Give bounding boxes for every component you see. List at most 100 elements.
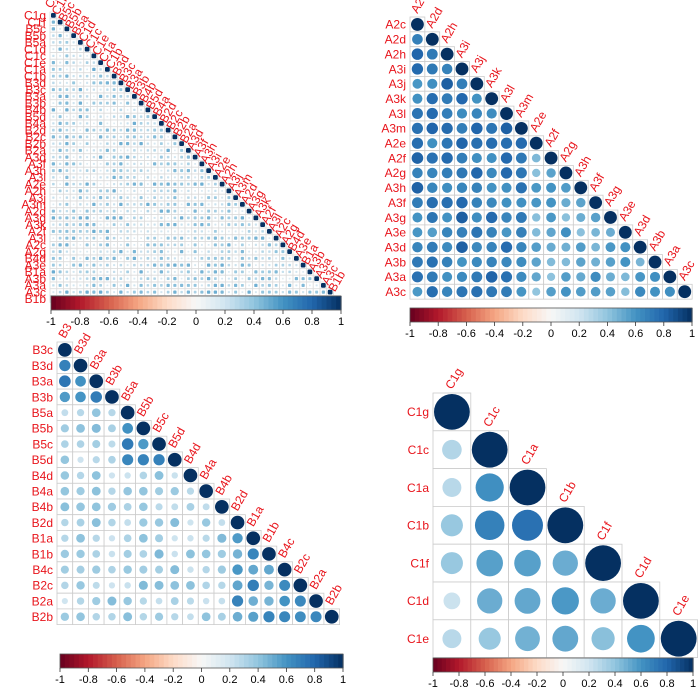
correlation-glyph [133, 209, 136, 213]
row-label: B2a [32, 594, 54, 608]
correlation-glyph [139, 257, 143, 260]
row-label: B4a [32, 484, 54, 498]
row-label: A3m [381, 122, 406, 136]
colorbar-segment [513, 308, 519, 322]
correlation-glyph [146, 122, 150, 125]
correlation-glyph [309, 284, 311, 287]
colorbar-segment [475, 308, 482, 322]
colorbar-segment [267, 654, 273, 668]
correlation-glyph [173, 257, 176, 260]
correlation-glyph [65, 243, 69, 247]
correlation-glyph [200, 230, 204, 233]
correlation-glyph [202, 534, 210, 542]
colorbar-segment [433, 658, 438, 672]
correlation-glyph [288, 290, 292, 294]
correlation-glyph [282, 277, 284, 280]
colorbar-segment [328, 654, 335, 668]
correlation-glyph [215, 500, 229, 514]
correlation-glyph [139, 135, 143, 139]
correlation-glyph [173, 290, 177, 294]
row-label: B4c [32, 563, 53, 577]
colorbar-segment [187, 654, 193, 668]
colorbar-tick-label: 1 [340, 674, 346, 686]
correlation-glyph [267, 229, 272, 234]
column-label: A3i [452, 38, 473, 60]
correlation-glyph [154, 549, 164, 559]
correlation-glyph [58, 216, 62, 220]
correlation-glyph [119, 210, 122, 213]
correlation-glyph [112, 115, 116, 118]
correlation-glyph [247, 263, 251, 267]
correlation-glyph [77, 456, 84, 463]
correlation-glyph [140, 210, 142, 212]
correlation-glyph [58, 375, 71, 388]
correlation-glyph [288, 283, 292, 287]
correlation-glyph [234, 210, 237, 213]
correlation-glyph [119, 135, 123, 139]
row-label: B5d [32, 453, 53, 467]
correlation-glyph [65, 88, 69, 92]
correlation-glyph [427, 182, 438, 193]
correlation-glyph [92, 196, 96, 199]
correlation-glyph [112, 169, 116, 173]
row-label: A3b [385, 255, 407, 269]
correlation-glyph [105, 243, 109, 247]
correlation-glyph [486, 286, 498, 298]
correlation-glyph [217, 549, 226, 559]
column-label: B3a [87, 346, 110, 372]
correlation-glyph [146, 189, 149, 192]
correlation-glyph [126, 264, 129, 267]
colorbar-segment [619, 658, 625, 672]
correlation-glyph [139, 290, 143, 294]
colorbar-segment [286, 654, 292, 668]
correlation-glyph [200, 284, 203, 287]
correlation-glyph [234, 277, 238, 281]
correlation-glyph [180, 190, 183, 192]
correlation-glyph [108, 565, 116, 574]
correlation-glyph [544, 151, 558, 165]
correlation-glyph [254, 243, 257, 246]
correlation-glyph [122, 423, 133, 434]
correlation-glyph [201, 518, 211, 527]
correlation-glyph [194, 257, 197, 260]
correlation-glyph [78, 229, 82, 233]
correlation-glyph [267, 290, 271, 294]
colorbar-segment [567, 658, 573, 672]
correlation-glyph [180, 169, 184, 173]
correlation-glyph [92, 108, 95, 111]
colorbar-tick-label: -1 [405, 328, 415, 340]
row-label: C1g [24, 9, 46, 23]
colorbar-tick-label: 1 [338, 316, 344, 328]
correlation-glyph [300, 262, 306, 268]
correlation-glyph [153, 243, 157, 247]
colorbar-segment [94, 296, 100, 310]
correlation-glyph [58, 94, 62, 98]
correlation-glyph [471, 197, 483, 208]
colorbar-segment [297, 296, 303, 310]
row-label: A2c [25, 238, 46, 252]
colorbar-segment [133, 296, 139, 310]
correlation-glyph [85, 216, 89, 220]
correlation-glyph [485, 211, 498, 224]
row-label: A3k [385, 92, 407, 106]
correlation-glyph [254, 236, 258, 240]
colorbar-segment [519, 658, 525, 672]
colorbar-segment [273, 296, 279, 310]
correlation-glyph [546, 272, 556, 281]
colorbar-segment [654, 308, 660, 322]
correlation-glyph [200, 169, 204, 173]
correlation-glyph [275, 257, 278, 260]
correlation-glyph [59, 176, 61, 179]
correlation-glyph [52, 284, 55, 287]
correlation-glyph [412, 241, 423, 253]
colorbar-segment [489, 308, 496, 322]
correlation-glyph [248, 611, 259, 622]
colorbar-segment [571, 658, 577, 672]
correlation-glyph [261, 230, 264, 233]
colorbar-segment [467, 658, 473, 672]
correlation-glyph [234, 236, 238, 240]
correlation-glyph [294, 277, 298, 281]
correlation-glyph [119, 102, 122, 105]
correlation-glyph [167, 452, 182, 467]
correlation-glyph [254, 277, 258, 280]
